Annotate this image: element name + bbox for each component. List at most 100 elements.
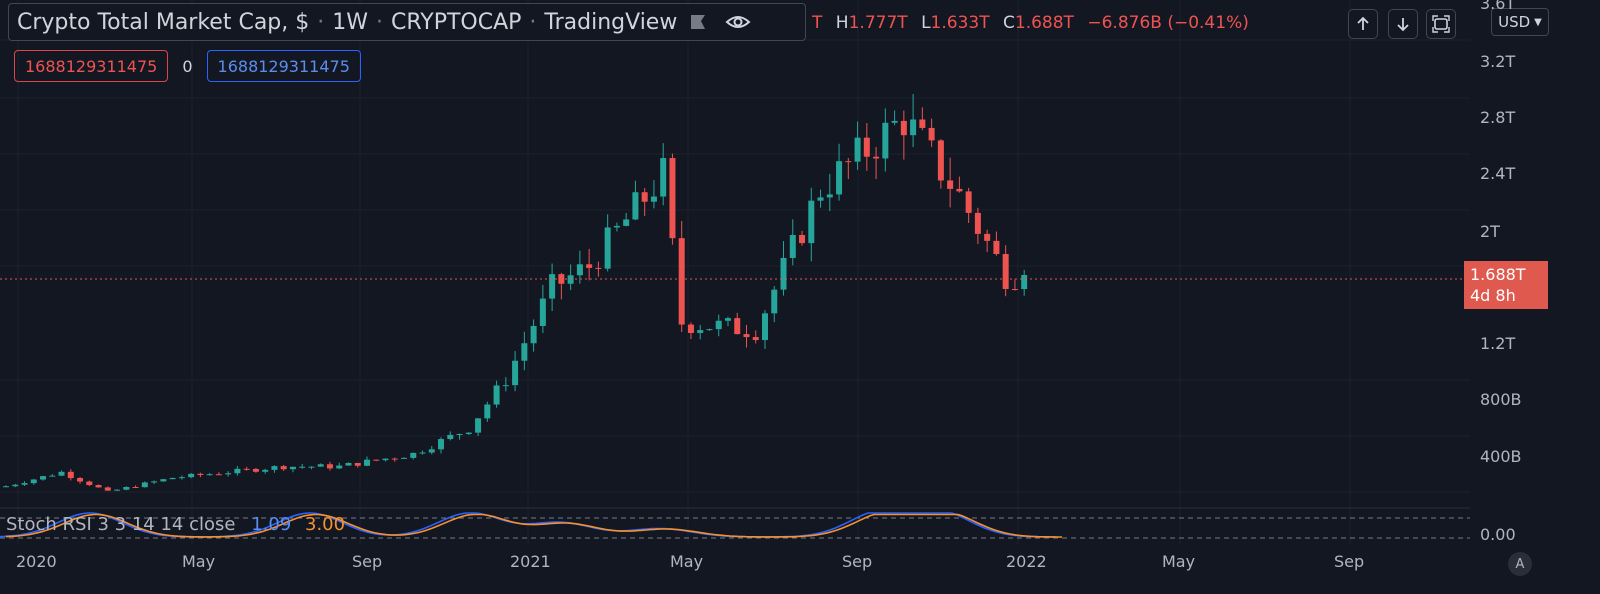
candle-body — [465, 432, 472, 434]
candle-body — [521, 343, 528, 361]
candle-body — [373, 459, 380, 461]
ohlc-partial: T — [812, 13, 823, 33]
y-tick-label: 800B — [1480, 390, 1522, 409]
candle-body — [613, 225, 620, 228]
ohlc-values: T H1.777T L1.633T C1.688T −6.876B (−0.41… — [812, 13, 1249, 33]
interval-label: 1W — [332, 9, 369, 35]
candle-body — [826, 194, 833, 198]
candle-body — [752, 337, 759, 341]
candle-body — [289, 466, 296, 470]
candle-body — [271, 466, 278, 470]
candle-body — [530, 325, 537, 344]
candle-body — [419, 452, 426, 454]
candle-body — [188, 473, 195, 478]
candle-body — [21, 483, 28, 485]
flag-icon[interactable] — [689, 13, 707, 31]
candle-body — [863, 137, 870, 157]
stoch-d-value: 3.00 — [305, 514, 346, 535]
candle-body — [724, 318, 731, 321]
candle-body — [151, 481, 158, 483]
x-tick-label: 2021 — [510, 552, 551, 571]
candle-body — [836, 161, 843, 195]
candle-body — [363, 459, 370, 466]
candle-body — [345, 462, 352, 466]
candle-body — [12, 484, 19, 487]
symbol-legend[interactable]: Crypto Total Market Cap, $ · 1W · CRYPTO… — [8, 3, 806, 41]
stoch-d-line — [5, 513, 1062, 538]
candle-body — [539, 298, 546, 326]
candle-body — [549, 274, 556, 299]
candle-body — [993, 240, 1000, 255]
candle-body — [817, 197, 824, 201]
candle-body — [697, 330, 704, 333]
candle-body — [734, 318, 741, 335]
candle-body — [808, 200, 815, 244]
fullscreen-button[interactable] — [1426, 9, 1456, 39]
candle-body — [354, 462, 361, 466]
bar-countdown: 4d 8h — [1470, 286, 1516, 305]
candle-body — [669, 158, 676, 239]
scroll-down-button[interactable] — [1388, 9, 1418, 39]
candle-body — [3, 486, 9, 488]
candlestick-series — [3, 94, 1028, 491]
candle-body — [438, 439, 445, 450]
candle-body — [123, 486, 130, 490]
candle-body — [475, 418, 482, 433]
candle-body — [965, 191, 972, 213]
y-tick-label: 2T — [1480, 222, 1500, 241]
separator-dot: · — [376, 9, 384, 35]
candle-body — [206, 474, 213, 476]
candle-body — [141, 482, 148, 488]
candle-body — [910, 119, 917, 136]
y-tick-label: 1.2T — [1480, 334, 1516, 353]
candle-body — [586, 264, 593, 268]
candle-body — [632, 192, 639, 220]
candle-body — [252, 468, 259, 472]
candle-body — [317, 464, 324, 467]
high-key: H — [835, 13, 849, 33]
candle-body — [1002, 254, 1009, 290]
candle-body — [919, 119, 926, 128]
y-tick-label: 2.4T — [1480, 164, 1516, 183]
candle-body — [493, 385, 500, 405]
y-tick-label: 400B — [1480, 447, 1522, 466]
candle-body — [623, 219, 630, 226]
candle-body — [771, 289, 778, 314]
candle-body — [502, 385, 509, 387]
close-value: 1.688T — [1014, 13, 1074, 33]
y-tick-label: 2.8T — [1480, 108, 1516, 127]
stoch-rsi-legend[interactable]: Stoch RSI 3 3 14 14 close 1.09 3.00 — [6, 514, 345, 535]
candle-body — [243, 468, 250, 470]
auto-scale-button[interactable]: A — [1508, 552, 1532, 576]
stoch-k-value: 1.09 — [251, 514, 292, 535]
candle-body — [197, 473, 204, 475]
candle-body — [456, 433, 463, 435]
candle-body — [40, 476, 47, 480]
currency-select[interactable]: USD ▼ — [1491, 8, 1549, 36]
candle-body — [789, 235, 796, 258]
candle-body — [104, 487, 111, 491]
value-box-red: 1688129311475 — [14, 50, 169, 82]
candle-body — [484, 404, 491, 419]
x-tick-label: Sep — [352, 552, 383, 571]
candle-body — [160, 479, 167, 482]
candle-body — [280, 466, 287, 470]
candle-body — [215, 474, 222, 476]
x-tick-label: May — [1162, 552, 1196, 571]
candle-body — [595, 267, 602, 269]
candle-body — [299, 466, 306, 468]
candle-body — [799, 235, 806, 244]
x-tick-label: 2020 — [16, 552, 57, 571]
candle-body — [956, 188, 963, 192]
eye-icon[interactable] — [725, 12, 751, 32]
symbol-title: Crypto Total Market Cap, $ — [17, 9, 310, 35]
candle-body — [1011, 289, 1018, 291]
current-price-tag: 1.688T 4d 8h — [1464, 261, 1548, 309]
fullscreen-icon — [1432, 15, 1450, 33]
candle-body — [678, 238, 685, 325]
candle-body — [512, 360, 519, 386]
y-tick-label: 3.6T — [1480, 0, 1516, 13]
candle-body — [715, 320, 722, 330]
scroll-up-button[interactable] — [1348, 9, 1378, 39]
